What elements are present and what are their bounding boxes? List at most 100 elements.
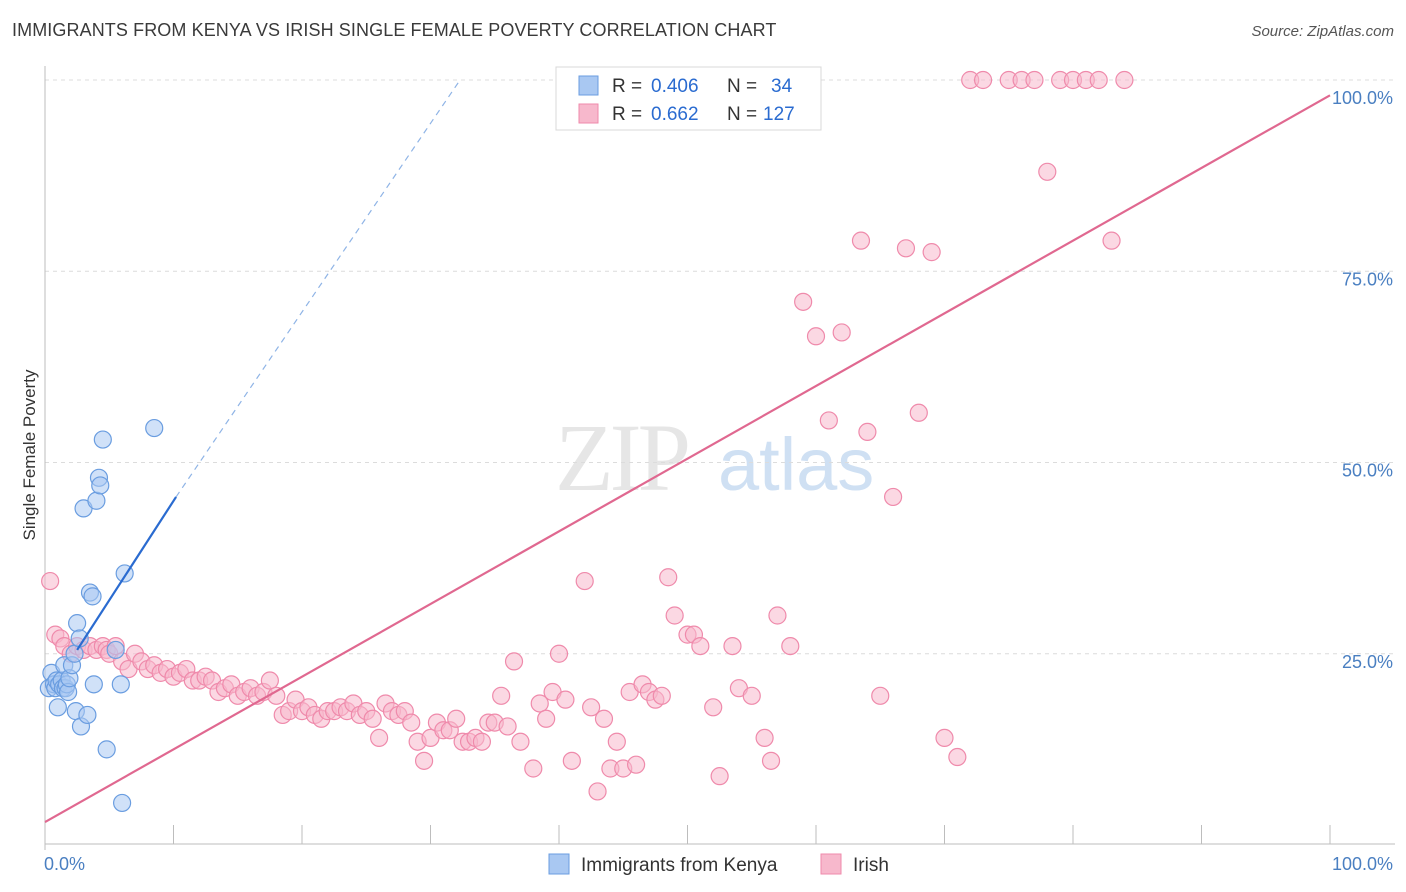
y-tick-label-75: 75.0% [1342,269,1393,289]
axes [44,66,1395,850]
legend-r-label-irish: R = [612,104,642,125]
irish-point-0 [41,571,60,591]
irish-point-52 [363,709,382,728]
trend-lines [44,79,1331,824]
irish-point-116 [871,686,890,705]
irish-point-75 [511,732,530,751]
irish-point-113 [832,323,851,342]
irish-point-134 [1115,70,1134,90]
irish-point-102 [710,767,729,786]
irish-point-133 [1102,231,1121,250]
irish-point-53 [370,728,389,748]
watermark-zip: ZIP [555,404,688,511]
kenya-point-23 [83,587,102,606]
irish-point-108 [768,606,787,625]
irish-point-107 [761,751,781,770]
legend-n-label-kenya: N = [727,76,757,97]
grid-lines [45,79,1395,655]
irish-point-110 [794,292,813,311]
irish-point-96 [659,568,678,587]
bottom-legend-swatch-kenya [548,853,570,875]
irish-point-78 [537,709,556,728]
legend-r-value-kenya: 0.406 [651,76,699,97]
legend-n-value-irish: 127 [763,104,795,125]
irish-point-105 [742,686,761,705]
y-axis-label: Single Female Poverty [20,369,39,541]
irish-point-124 [973,70,993,90]
irish-point-80 [549,644,569,663]
irish-point-100 [691,636,710,656]
kenya-point-30 [106,640,125,660]
x-tick-label-min: 0.0% [44,854,85,874]
irish-point-84 [582,698,601,717]
irish-point-81 [556,690,575,709]
irish-point-115 [858,422,877,441]
kenya-point-31 [111,675,130,694]
tick-labels: 25.0% 50.0% 75.0% 100.0% 0.0% 100.0% [44,88,1393,874]
irish-point-117 [883,487,903,507]
irish-point-74 [504,652,524,671]
y-tick-label-25: 25.0% [1342,652,1393,672]
kenya-point-25 [87,491,106,510]
legend-r-value-irish: 0.662 [651,104,699,125]
kenya-point-24 [84,675,103,694]
series-legend: Immigrants from Kenya Irish [548,853,889,876]
bottom-legend-label-kenya: Immigrants from Kenya [581,855,778,876]
kenya-point-27 [91,476,110,495]
y-tick-label-50: 50.0% [1342,461,1393,481]
irish-point-69 [472,732,491,751]
irish-point-91 [626,755,646,774]
kenya-point-29 [97,740,116,759]
irish-point-58 [402,713,421,732]
kenya-point-17 [68,614,87,633]
irish-point-106 [755,728,774,748]
irish-point-73 [498,717,517,736]
legend-box [555,66,822,131]
irish-point-65 [447,709,466,728]
bottom-legend-swatch-irish [820,853,842,875]
irish-point-119 [909,403,928,422]
irish-point-132 [1089,70,1108,90]
irish-point-109 [781,636,800,656]
irish-point-95 [652,686,671,705]
legend-r-label-kenya: R = [612,76,642,97]
irish-point-111 [806,327,826,346]
irish-point-72 [492,686,511,705]
irish-point-118 [896,239,916,258]
irish-point-101 [704,698,723,717]
watermark: ZIP atlas [555,404,874,511]
kenya-point-5 [48,698,67,717]
irish-point-76 [524,759,543,778]
irish-point-127 [1025,70,1044,90]
irish-point-85 [588,782,607,801]
legend-n-value-kenya: 34 [771,76,793,97]
kenya-point-15 [65,644,84,663]
irish-point-103 [723,636,742,656]
irish-point-128 [1038,162,1057,181]
kenya-point-28 [93,430,112,449]
irish-point-122 [948,747,967,767]
kenya-points [39,418,164,813]
y-tick-label-100: 100.0% [1332,88,1393,108]
irish-point-112 [819,411,838,430]
x-tick-label-max: 100.0% [1332,854,1393,874]
irish-point-77 [530,694,549,713]
irish-point-60 [414,751,434,770]
kenya-point-32 [112,793,132,813]
irish-point-114 [851,231,871,250]
kenya-point-21 [78,705,97,725]
irish-point-86 [594,709,614,728]
kenya-point-34 [145,418,164,438]
irish-point-121 [935,728,954,748]
correlation-legend: R = 0.406 N = 34 R = 0.662 N = 127 [555,66,822,131]
irish-point-120 [922,243,941,262]
bottom-legend-label-irish: Irish [853,855,889,876]
source-credit: Source: ZipAtlas.com [1251,23,1394,40]
legend-swatch-kenya [578,75,599,96]
irish-trend-line [44,94,1331,824]
watermark-atlas: atlas [718,423,874,506]
chart-title: IMMIGRANTS FROM KENYA VS IRISH SINGLE FE… [12,20,777,40]
kenya-trend-line [76,496,177,651]
irish-point-82 [562,751,581,770]
